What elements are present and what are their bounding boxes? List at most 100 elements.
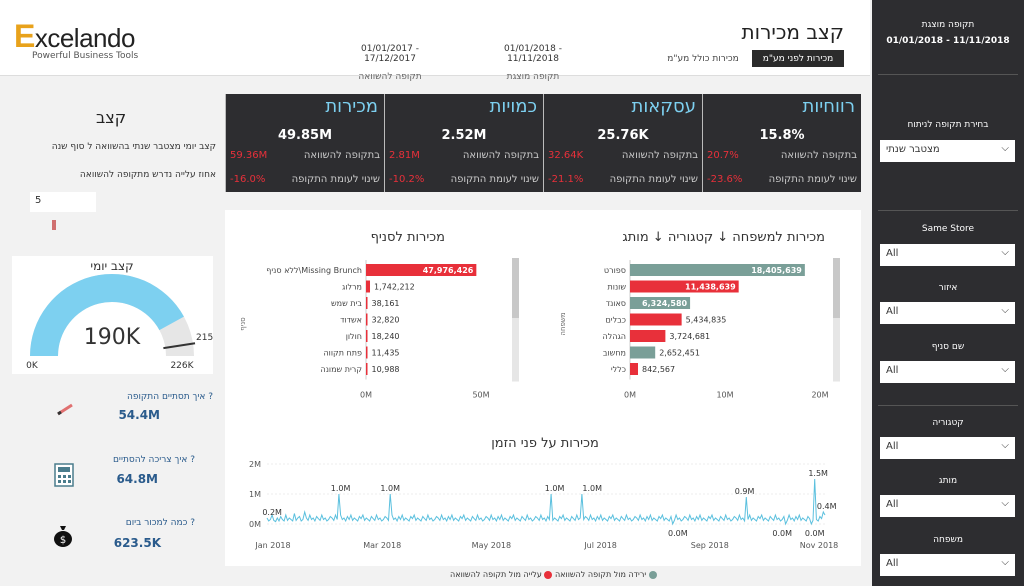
chart-scrollbar-thumb[interactable] <box>833 258 840 318</box>
filter-value: All <box>886 306 899 317</box>
filter-branch-select[interactable]: All ⌵ <box>880 361 1015 383</box>
bar[interactable] <box>366 346 368 359</box>
bar[interactable] <box>630 297 691 309</box>
data-label: 18,405,639 <box>751 266 802 275</box>
shown-period-label: תקופה מוצגת <box>506 72 560 82</box>
bar[interactable] <box>630 280 739 293</box>
gauge-max-label: 226K <box>170 361 194 371</box>
kpi-compare-label: בתקופה להשוואה <box>303 150 380 161</box>
chevron-down-icon: ⌵ <box>1001 440 1009 451</box>
filter-label-family: משפחה <box>933 535 963 545</box>
bar[interactable] <box>366 280 371 293</box>
gauge-target-label: 215K <box>196 333 213 343</box>
sidebar-shown-label: תקופה מוצגת <box>921 20 975 30</box>
bar[interactable] <box>366 363 368 375</box>
filter-brand-select[interactable]: All ⌵ <box>880 495 1015 517</box>
data-label: 18,240 <box>372 332 400 341</box>
page-title: קצב מכירות <box>741 20 845 44</box>
data-label: 0.0M <box>668 529 688 538</box>
chart-scrollbar-thumb[interactable] <box>512 258 519 318</box>
branch-bar-chart: 0M 50M ללא סניף\Missing Brunch 47,976,426 מר… <box>239 258 519 400</box>
legend-down-label: ירידה מול תקופה להשוואה <box>554 570 647 579</box>
filter-same-store-select[interactable]: All ⌵ <box>880 244 1015 266</box>
svg-text:$: $ <box>60 535 66 546</box>
analysis-period-label: בחירת תקופה לניתוח <box>907 120 989 130</box>
question-period-end-value: 54.4M <box>118 408 160 422</box>
required-increase-input[interactable]: 5 <box>30 192 96 212</box>
chart-scrollbar[interactable] <box>512 258 519 382</box>
question-daily-sales-value: 623.5K <box>113 536 161 550</box>
pencil-icon <box>56 402 76 419</box>
chevron-down-icon: ⌵ <box>1001 247 1009 258</box>
sidebar-divider <box>878 210 1018 211</box>
filter-family-select[interactable]: All ⌵ <box>880 554 1015 576</box>
bar[interactable] <box>630 264 805 276</box>
x-tick-label: Jan 2018 <box>254 541 290 550</box>
kpi-quantities: כמויות 2.52M 2.81M בתקופה להשוואה -10.2% ש… <box>384 94 543 192</box>
gauge-fill <box>30 274 184 356</box>
compare-period-dates: 01/01/2017 - 17/12/2017 <box>361 44 419 64</box>
data-label: 0.2M <box>262 508 282 517</box>
data-label: 5,434,835 <box>686 316 727 325</box>
gauge-value: 190K <box>84 325 141 350</box>
y-tick-label: 0M <box>249 520 261 529</box>
sidebar-divider <box>878 405 1018 406</box>
legend-down-dot <box>544 570 553 579</box>
gauge-title: קצב יומי <box>90 259 133 273</box>
filter-value: All <box>886 365 899 376</box>
sidebar-divider <box>878 74 1018 75</box>
kpi-value: 49.85M <box>277 128 333 143</box>
logo-tagline: Powerful Business Tools <box>32 51 139 61</box>
bar[interactable] <box>630 330 666 342</box>
y-tick-label: 1M <box>249 490 261 499</box>
sales-incl-vat-button[interactable]: מכירות כולל מע"מ <box>667 53 739 64</box>
gauge-min-label: 0K <box>26 361 39 371</box>
question-period-end-label: איך תסתיים התקופה ? <box>126 392 213 402</box>
chart-scrollbar[interactable] <box>833 258 840 382</box>
x-tick-label: Nov 2018 <box>800 541 839 550</box>
data-label: 10,988 <box>372 365 400 374</box>
analysis-period-select[interactable]: מצטבר שנתי ⌵ <box>880 140 1015 162</box>
category-label: ספורט <box>604 266 626 275</box>
bar[interactable] <box>366 313 368 326</box>
filter-value: All <box>886 558 899 569</box>
bar[interactable] <box>630 313 682 326</box>
increase-slider-handle[interactable] <box>52 220 56 230</box>
bar[interactable] <box>630 346 656 359</box>
money-bag-icon: $ <box>52 524 74 551</box>
bar[interactable] <box>630 363 639 375</box>
kpi-compare-label: בתקופה להשוואה <box>462 150 539 161</box>
sales-before-vat-button[interactable]: מכירות לפני מע"מ <box>752 50 844 67</box>
kpi-change-value: -10.2% <box>389 174 425 185</box>
category-label: סאונד <box>606 299 626 308</box>
kpi-change-label: שינוי לעומת התקופה <box>768 174 857 185</box>
filter-value: All <box>886 499 899 510</box>
y-axis-title: סניף <box>239 317 247 331</box>
logo-letter-e: E <box>14 18 35 54</box>
category-label: פתח תקווה <box>323 349 362 358</box>
shown-period: 01/01/2018 - 11/11/2018 תקופה מוצגת <box>478 44 588 82</box>
gauge-chart: קצב יומי 190K 0K 226K 215K <box>26 259 220 371</box>
analysis-period-value: מצטבר שנתי <box>886 144 940 155</box>
category-label: חולון <box>346 332 362 341</box>
category-label: הגהלה <box>602 332 626 341</box>
bar[interactable] <box>366 264 477 276</box>
budget-description: קצב יומי מצטבר שנתי בהשוואה ל סוף שנה <box>51 142 216 152</box>
bar[interactable] <box>366 297 368 309</box>
filter-region-select[interactable]: All ⌵ <box>880 302 1015 324</box>
category-label: בית שמש <box>331 299 362 308</box>
branch-chart-title: מכירות לסניף <box>370 230 445 245</box>
header: Excelando Powerful Business Tools 01/01/… <box>0 0 870 82</box>
filter-category-select[interactable]: All ⌵ <box>880 437 1015 459</box>
kpi-change-value: -21.1% <box>548 174 584 185</box>
chevron-down-icon: ⌵ <box>1001 557 1009 568</box>
kpi-title: רווחיות <box>802 96 856 117</box>
kpi-change-value: -23.6% <box>707 174 743 185</box>
chevron-down-icon: ⌵ <box>1001 305 1009 316</box>
sales-line[interactable] <box>266 478 826 526</box>
charts-panel: מכירות למשפחה ↓ קטגוריה ↓ מותג מכירות לס… <box>225 210 861 566</box>
kpi-bar: מכירות 49.85M 59.36M בתקופה להשוואה -16.0… <box>225 94 861 192</box>
data-label: 2,652,451 <box>659 349 700 358</box>
bar[interactable] <box>366 330 368 342</box>
chevron-down-icon: ⌵ <box>1001 364 1009 375</box>
